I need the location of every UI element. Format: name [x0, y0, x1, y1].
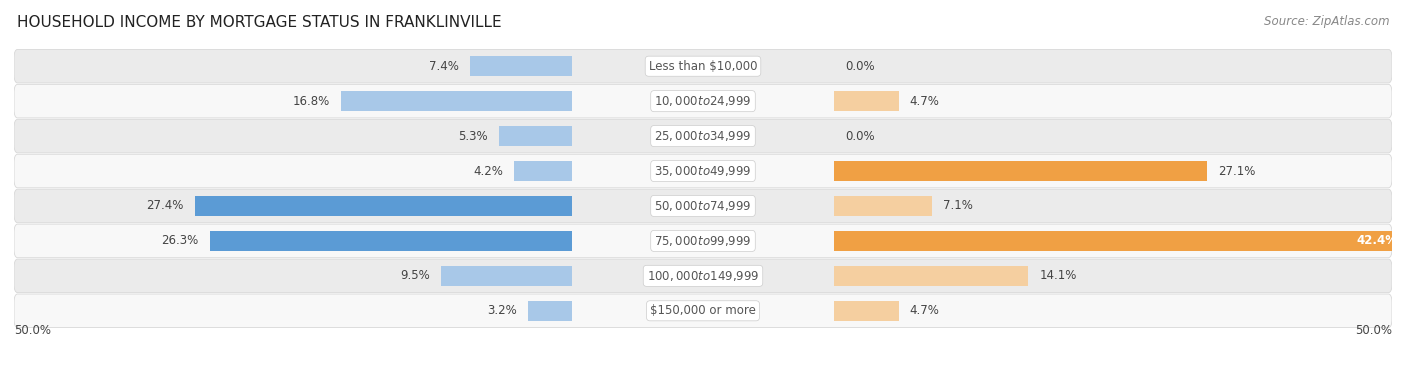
Text: $10,000 to $24,999: $10,000 to $24,999: [654, 94, 752, 108]
FancyBboxPatch shape: [14, 294, 1392, 328]
Bar: [499, 126, 572, 146]
Text: Less than $10,000: Less than $10,000: [648, 60, 758, 73]
Text: 3.2%: 3.2%: [488, 304, 517, 317]
Text: 4.7%: 4.7%: [910, 95, 939, 108]
Text: 4.2%: 4.2%: [474, 164, 503, 178]
Text: HOUSEHOLD INCOME BY MORTGAGE STATUS IN FRANKLINVILLE: HOUSEHOLD INCOME BY MORTGAGE STATUS IN F…: [17, 15, 502, 30]
Text: 7.1%: 7.1%: [943, 199, 973, 213]
FancyBboxPatch shape: [14, 49, 1392, 83]
Bar: [834, 196, 932, 216]
Text: 16.8%: 16.8%: [292, 95, 329, 108]
FancyBboxPatch shape: [14, 259, 1392, 293]
Text: 50.0%: 50.0%: [1355, 323, 1392, 337]
Bar: [834, 91, 898, 111]
Text: 0.0%: 0.0%: [845, 60, 875, 73]
Bar: [834, 301, 898, 321]
FancyBboxPatch shape: [14, 119, 1392, 153]
Text: 5.3%: 5.3%: [458, 130, 488, 143]
Text: 14.1%: 14.1%: [1039, 269, 1077, 282]
FancyBboxPatch shape: [14, 224, 1392, 258]
Text: 7.4%: 7.4%: [429, 60, 460, 73]
Bar: [441, 266, 572, 286]
FancyBboxPatch shape: [14, 154, 1392, 188]
Text: 9.5%: 9.5%: [401, 269, 430, 282]
Text: 27.1%: 27.1%: [1219, 164, 1256, 178]
Text: $35,000 to $49,999: $35,000 to $49,999: [654, 164, 752, 178]
Text: $75,000 to $99,999: $75,000 to $99,999: [654, 234, 752, 248]
Text: $150,000 or more: $150,000 or more: [650, 304, 756, 317]
Bar: [209, 231, 572, 251]
Bar: [194, 196, 572, 216]
Text: $25,000 to $34,999: $25,000 to $34,999: [654, 129, 752, 143]
FancyBboxPatch shape: [14, 189, 1392, 223]
Bar: [834, 161, 1208, 181]
Bar: [834, 266, 1028, 286]
Legend: Without Mortgage, With Mortgage: Without Mortgage, With Mortgage: [575, 375, 831, 377]
Text: 42.4%: 42.4%: [1357, 234, 1398, 247]
Text: $50,000 to $74,999: $50,000 to $74,999: [654, 199, 752, 213]
Text: 0.0%: 0.0%: [845, 130, 875, 143]
Bar: [529, 301, 572, 321]
Text: 26.3%: 26.3%: [162, 234, 198, 247]
Text: 50.0%: 50.0%: [14, 323, 51, 337]
Bar: [834, 231, 1406, 251]
Text: Source: ZipAtlas.com: Source: ZipAtlas.com: [1264, 15, 1389, 28]
Text: $100,000 to $149,999: $100,000 to $149,999: [647, 269, 759, 283]
Bar: [470, 56, 572, 76]
Text: 4.7%: 4.7%: [910, 304, 939, 317]
Bar: [515, 161, 572, 181]
FancyBboxPatch shape: [14, 84, 1392, 118]
Text: 27.4%: 27.4%: [146, 199, 184, 213]
Bar: [340, 91, 572, 111]
